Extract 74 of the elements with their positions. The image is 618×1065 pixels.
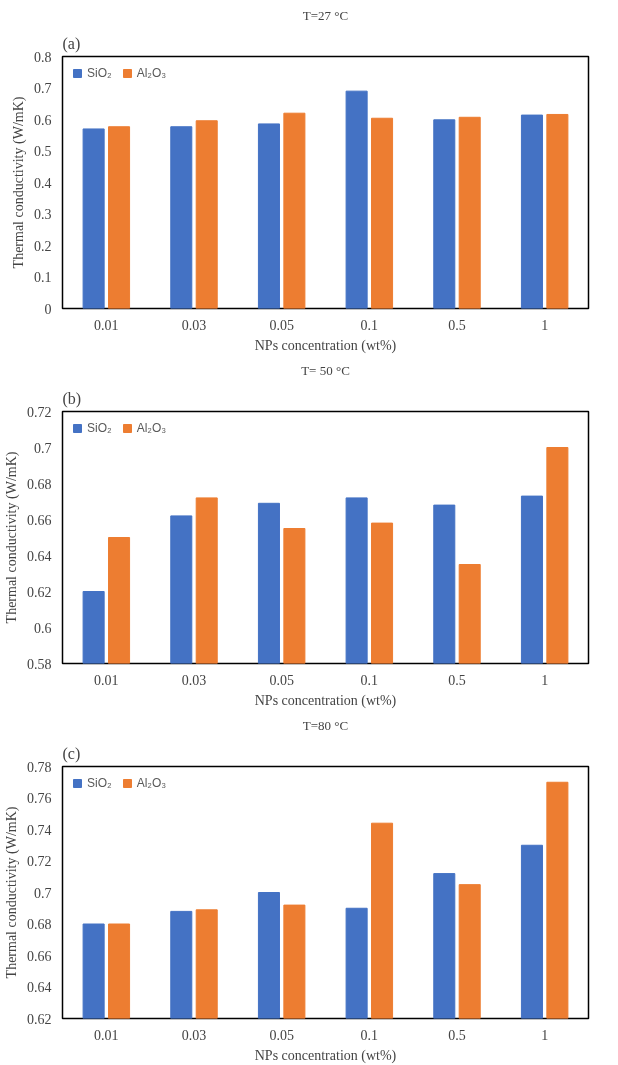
bar [345,90,368,309]
x-tick-label: 0.5 [448,1027,466,1043]
legend-label: Al₂O₃ [136,66,167,80]
y-tick-label: 0.72 [27,854,52,869]
x-tick-label: 0.01 [94,317,119,333]
y-axis-title: Thermal conductivity (W/mK) [4,806,20,979]
y-axis-title: Thermal conductivity (W/mK) [4,451,20,624]
x-tick-label: 0.05 [269,1027,294,1043]
y-tick-label: 0.1 [34,270,52,285]
y-tick-label: 0.66 [27,512,52,528]
y-tick-label: 0 [44,301,52,317]
bar [195,120,218,309]
legend-label: Al₂O₃ [136,776,167,790]
bar [546,113,569,309]
y-tick-label: 0.8 [34,49,52,65]
bar [257,123,280,309]
bar [458,116,481,309]
y-axis-title: Thermal conductivity (W/mK) [11,96,27,269]
legend-label: Al₂O₃ [136,421,167,435]
bar [433,119,456,309]
legend-label: SiO₂ [87,421,112,435]
y-tick-label: 0.68 [27,476,52,492]
x-tick-label: 0.05 [269,317,294,333]
bar [283,112,306,309]
y-tick-label: 0.64 [27,980,52,995]
x-tick-label: 0.03 [181,1027,207,1043]
y-tick-label: 0.58 [27,656,52,672]
y-tick-label: 0.72 [27,404,52,420]
legend-label: SiO₂ [87,66,112,80]
y-tick-label: 0.62 [27,1011,52,1027]
y-tick-label: 0.6 [34,112,52,128]
x-tick-label: 0.05 [269,672,294,688]
bar [170,126,193,309]
x-tick-label: 0.01 [94,1027,119,1043]
x-tick-label: 0.03 [181,672,207,688]
y-tick-label: 0.66 [27,948,52,964]
bar [108,126,131,309]
chart-title: T=27 °C [302,7,349,23]
x-axis-title: NPs concentration (wt%) [254,1047,397,1064]
y-tick-label: 0.5 [34,144,52,159]
y-tick-label: 0.4 [34,175,52,191]
x-tick-label: 0.5 [448,672,466,688]
legend-label: SiO₂ [87,776,112,790]
x-tick-label: 0.1 [360,317,379,333]
text: (b) [62,389,82,408]
y-tick-label: 0.7 [34,885,52,901]
y-tick-label: 0.62 [27,584,52,600]
y-tick-label: 0.3 [34,207,52,222]
y-tick-label: 0.2 [34,238,52,254]
y-tick-label: 0.7 [34,440,52,456]
text: (a) [62,34,81,53]
chart-title: T= 50 °C [301,362,350,378]
x-axis-title: NPs concentration (wt%) [254,692,397,709]
x-tick-label: 0.01 [94,672,119,688]
x-tick-label: 1 [541,317,549,333]
bar [82,128,105,309]
y-tick-label: 0.7 [34,81,52,96]
y-tick-label: 0.74 [27,822,52,838]
x-axis-title: NPs concentration (wt%) [254,337,397,354]
y-tick-label: 0.64 [27,548,52,564]
x-tick-label: 0.1 [360,672,379,688]
x-tick-label: 0.03 [181,317,207,333]
x-tick-label: 0.5 [448,317,466,333]
y-tick-label: 0.76 [27,791,52,806]
x-tick-label: 1 [541,1027,549,1043]
y-tick-label: 0.6 [34,620,52,636]
x-tick-label: 0.1 [360,1027,379,1043]
chart-title: T=80 °C [302,717,349,733]
bar [520,114,543,309]
y-tick-label: 0.78 [27,759,52,775]
text: (c) [62,744,81,763]
y-tick-label: 0.68 [27,917,52,932]
bar [371,117,394,309]
x-tick-label: 1 [541,672,549,688]
